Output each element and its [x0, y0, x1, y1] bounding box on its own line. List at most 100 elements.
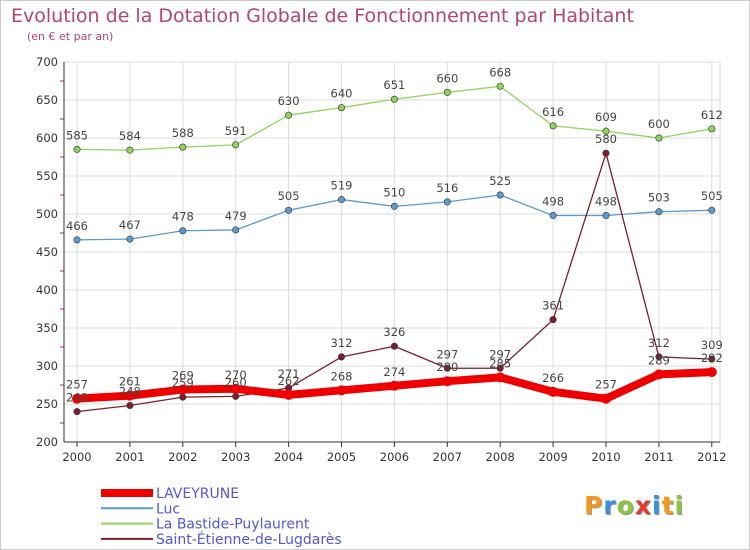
data-label-0: 270 [225, 368, 247, 382]
data-point-2 [390, 95, 398, 103]
y-tick-label: 450 [36, 245, 58, 259]
logo-letter: P [584, 491, 604, 520]
data-label-2: 612 [701, 108, 723, 122]
data-label-2: 651 [383, 78, 405, 92]
data-point-1 [126, 235, 134, 243]
data-label-3: 580 [595, 132, 617, 146]
y-tick-label: 200 [36, 435, 58, 449]
y-tick-label: 300 [36, 359, 58, 373]
data-label-3: 271 [278, 367, 300, 381]
data-point-0 [548, 386, 559, 397]
proxiti-logo: Proxiti [584, 491, 684, 520]
axes [60, 62, 720, 447]
data-label-2: 630 [278, 94, 300, 108]
data-point-3 [126, 402, 134, 410]
data-point-0 [442, 376, 453, 387]
chart-title: Evolution de la Dotation Globale de Fonc… [11, 5, 634, 27]
data-label-1: 516 [436, 181, 458, 195]
data-label-0: 269 [172, 369, 194, 383]
data-point-2 [337, 104, 345, 112]
data-point-1 [285, 206, 293, 214]
data-point-2 [73, 145, 81, 153]
y-tick-label: 400 [36, 283, 58, 297]
data-point-3 [390, 342, 398, 350]
x-tick-label: 2009 [538, 450, 567, 464]
x-axis-labels: 2000 2001 2002 2003 2004 2005 2006 2007 2008 2009… [62, 450, 726, 464]
data-label-2: 584 [119, 129, 141, 143]
logo-letter: i [652, 491, 662, 520]
data-label-0: 289 [648, 353, 670, 367]
data-point-3 [232, 392, 240, 400]
legend-label-3: Saint-Étienne-de-Lugdarès [156, 531, 342, 548]
data-label-2: 591 [225, 124, 247, 138]
data-label-2: 600 [648, 117, 670, 131]
data-point-1 [549, 212, 557, 220]
data-label-0: 257 [595, 378, 617, 392]
data-label-2: 660 [436, 71, 458, 85]
y-axis-labels: 200 250 300 350 400 450 500 550 600 650 700 [36, 55, 58, 449]
data-point-3 [655, 353, 663, 361]
x-tick-label: 2007 [433, 450, 462, 464]
y-tick-label: 550 [36, 169, 58, 183]
data-label-1: 498 [542, 195, 564, 209]
legend-label-2: La Bastide-Puylaurent [156, 517, 310, 533]
data-label-2: 588 [172, 126, 194, 140]
data-point-0 [653, 369, 664, 380]
y-tick-label: 600 [36, 131, 58, 145]
data-point-1 [390, 202, 398, 210]
data-point-2 [285, 111, 293, 119]
data-label-1: 479 [225, 209, 247, 223]
x-tick-label: 2003 [221, 450, 250, 464]
data-point-2 [549, 122, 557, 130]
data-point-1 [655, 208, 663, 216]
legend-label-1: Luc [156, 501, 180, 517]
data-point-2 [443, 88, 451, 96]
data-label-2: 668 [489, 65, 511, 79]
data-point-2 [708, 125, 716, 133]
data-label-3: 259 [172, 376, 194, 390]
x-tick-label: 2008 [486, 450, 515, 464]
data-point-3 [708, 355, 716, 363]
data-point-0 [72, 393, 82, 404]
data-label-1: 510 [383, 185, 405, 199]
data-label-0: 261 [119, 375, 141, 389]
data-point-2 [232, 141, 240, 149]
logo-letter: t [661, 491, 675, 520]
data-point-2 [179, 143, 187, 151]
logo-letter: x [634, 491, 652, 520]
data-label-3: 297 [489, 347, 511, 361]
data-label-2: 609 [595, 110, 617, 124]
data-label-3: 297 [436, 347, 458, 361]
data-label-0: 285 [489, 356, 511, 370]
data-point-3 [179, 393, 187, 401]
x-tick-label: 2002 [168, 450, 197, 464]
data-label-1: 467 [119, 218, 141, 232]
chart-subtitle: (en € et par an) [27, 30, 114, 43]
data-label-2: 640 [331, 87, 353, 101]
data-label-0: 257 [66, 378, 88, 392]
data-point-3 [602, 149, 610, 157]
data-point-1 [179, 227, 187, 235]
data-label-0: 292 [701, 351, 723, 365]
x-tick-label: 2006 [380, 450, 409, 464]
data-point-0 [124, 390, 135, 401]
data-label-1: 525 [489, 174, 511, 188]
data-label-1: 478 [172, 210, 194, 224]
logo-letter: i [674, 491, 685, 520]
data-label-1: 503 [648, 191, 670, 205]
data-point-3 [549, 316, 557, 324]
data-point-0 [230, 383, 241, 394]
data-point-1 [73, 236, 81, 244]
data-label-2: 616 [542, 105, 564, 119]
data-point-3 [337, 353, 345, 361]
y-tick-label: 650 [36, 93, 58, 107]
data-label-1: 505 [701, 189, 723, 203]
x-tick-label: 2010 [591, 450, 620, 464]
data-point-3 [443, 364, 451, 372]
x-tick-label: 2011 [644, 450, 673, 464]
data-label-0: 274 [383, 365, 405, 379]
y-tick-label: 700 [36, 55, 58, 69]
logo-letter: o [616, 491, 635, 520]
